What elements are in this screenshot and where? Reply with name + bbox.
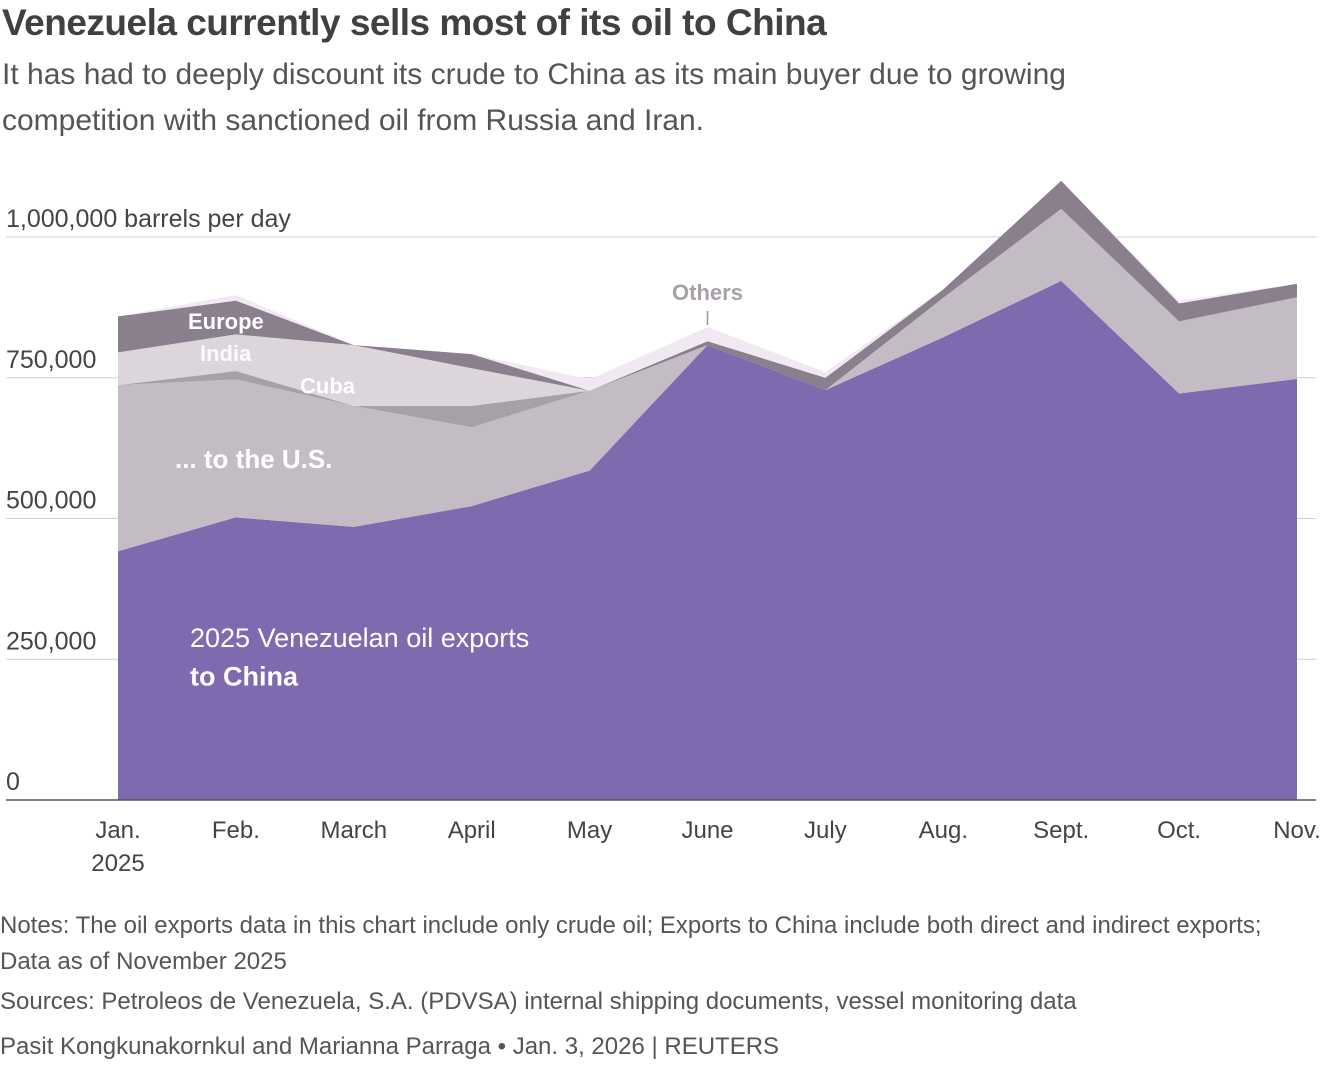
- x-tick-label: Feb.: [212, 817, 260, 844]
- cuba-series-label: Cuba: [300, 374, 356, 399]
- chart-notes: Notes: The oil exports data in this char…: [0, 912, 1262, 975]
- stacked-area-chart: 2025 Venezuelan oil exports to China ... t…: [6, 180, 1320, 877]
- x-tick-label: July: [804, 817, 847, 844]
- chart-title: Venezuela currently sells most of its oi…: [2, 2, 827, 43]
- y-tick-label: 500,000: [6, 487, 96, 515]
- x-tick-label: April: [448, 817, 496, 844]
- china-series-label-bold: to China: [190, 662, 299, 692]
- us-series-label: ... to the U.S.: [175, 444, 332, 474]
- chart-subtitle: It has had to deeply discount its crude …: [2, 58, 1066, 137]
- india-series-label: India: [200, 341, 252, 366]
- y-tick-label: 250,000: [6, 627, 96, 655]
- y-tick-label: 1,000,000 barrels per day: [6, 205, 291, 233]
- x-tick-label: May: [567, 817, 612, 844]
- europe-series-label: Europe: [188, 309, 264, 334]
- series-labels: 2025 Venezuelan oil exports to China ... t…: [175, 280, 743, 692]
- x-tick-label: Jan.: [95, 817, 140, 844]
- x-tick-label: June: [681, 817, 733, 844]
- x-tick-year-label: 2025: [91, 850, 144, 877]
- y-tick-label: 750,000: [6, 346, 96, 374]
- x-tick-label: Sept.: [1033, 817, 1089, 844]
- y-tick-label: 0: [6, 768, 20, 796]
- china-series-label: 2025 Venezuelan oil exports: [190, 623, 529, 653]
- area-layers: [118, 180, 1297, 800]
- area-china: [118, 280, 1297, 800]
- area-u-s: [118, 208, 1297, 552]
- others-series-label: Others: [672, 280, 743, 305]
- x-tick-label: Oct.: [1157, 817, 1201, 844]
- x-tick-label: Nov.: [1273, 817, 1320, 844]
- axis-labels: 0 250,000 500,000 750,000 1,000,000 barrels …: [6, 205, 1320, 877]
- chart-sources: Sources: Petroleos de Venezuela, S.A. (P…: [0, 988, 1077, 1015]
- x-tick-label: Aug.: [919, 817, 968, 844]
- x-tick-label: March: [320, 817, 387, 844]
- chart-byline: Pasit Kongkunakornkul and Marianna Parra…: [0, 1033, 780, 1060]
